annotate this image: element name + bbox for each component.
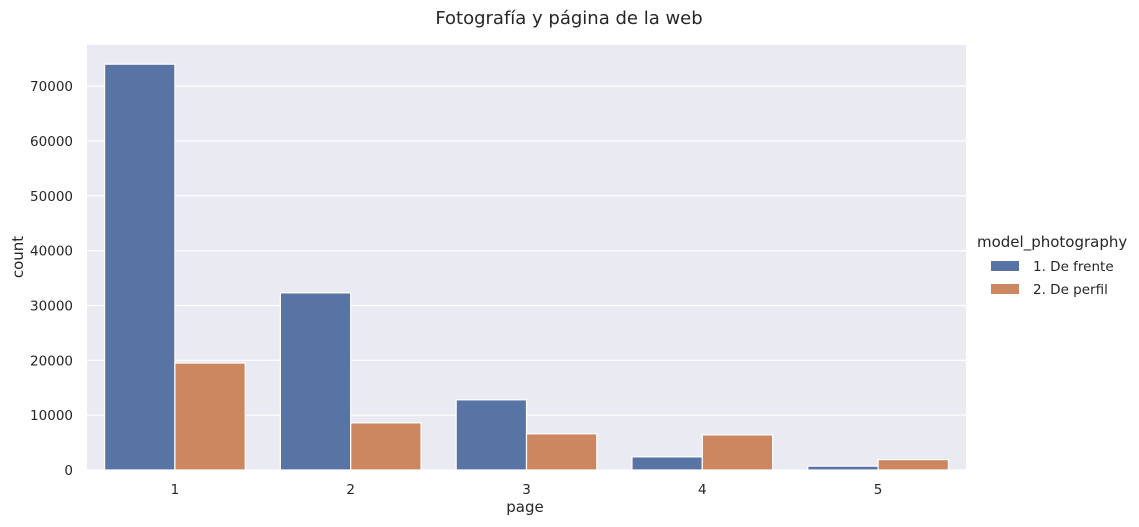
bar [807,465,879,471]
y-tick-label: 40000 [30,244,73,260]
x-axis-label: page [506,498,543,516]
y-tick-label: 60000 [30,134,73,150]
y-tick-label: 50000 [30,189,73,205]
legend-title: model_photography [977,233,1127,252]
y-tick-label: 70000 [30,79,73,95]
y-axis-label: count [9,236,27,278]
y-tick-label: 10000 [30,408,73,424]
x-tick-label: 5 [874,482,883,498]
y-tick-label: 0 [64,463,73,479]
legend-swatch [991,261,1019,271]
y-tick-label: 20000 [30,353,73,369]
bar [525,433,598,471]
bar [103,63,176,471]
x-tick-label: 1 [171,482,180,498]
legend: model_photography 1. De frente 2. De perf… [977,233,1127,298]
bar [701,434,774,471]
bar [455,399,528,471]
bar [877,458,950,471]
y-tick-label: 30000 [30,298,73,314]
chart-title: Fotografía y página de la web [435,8,702,29]
legend-entry-label: 1. De frente [1033,259,1114,275]
x-axis-ticks: 1 2 3 4 5 [171,482,883,498]
legend-swatch [991,284,1019,294]
y-axis-ticks: 0 10000 20000 30000 40000 50000 60000 70000 [30,79,73,479]
x-tick-label: 2 [346,482,355,498]
bar [174,362,246,471]
x-tick-label: 4 [698,482,707,498]
x-tick-label: 3 [522,482,531,498]
bar [350,422,422,471]
bar [279,292,352,471]
bar [631,456,703,471]
bars [103,63,950,471]
legend-entry-label: 2. De perfil [1033,282,1108,298]
